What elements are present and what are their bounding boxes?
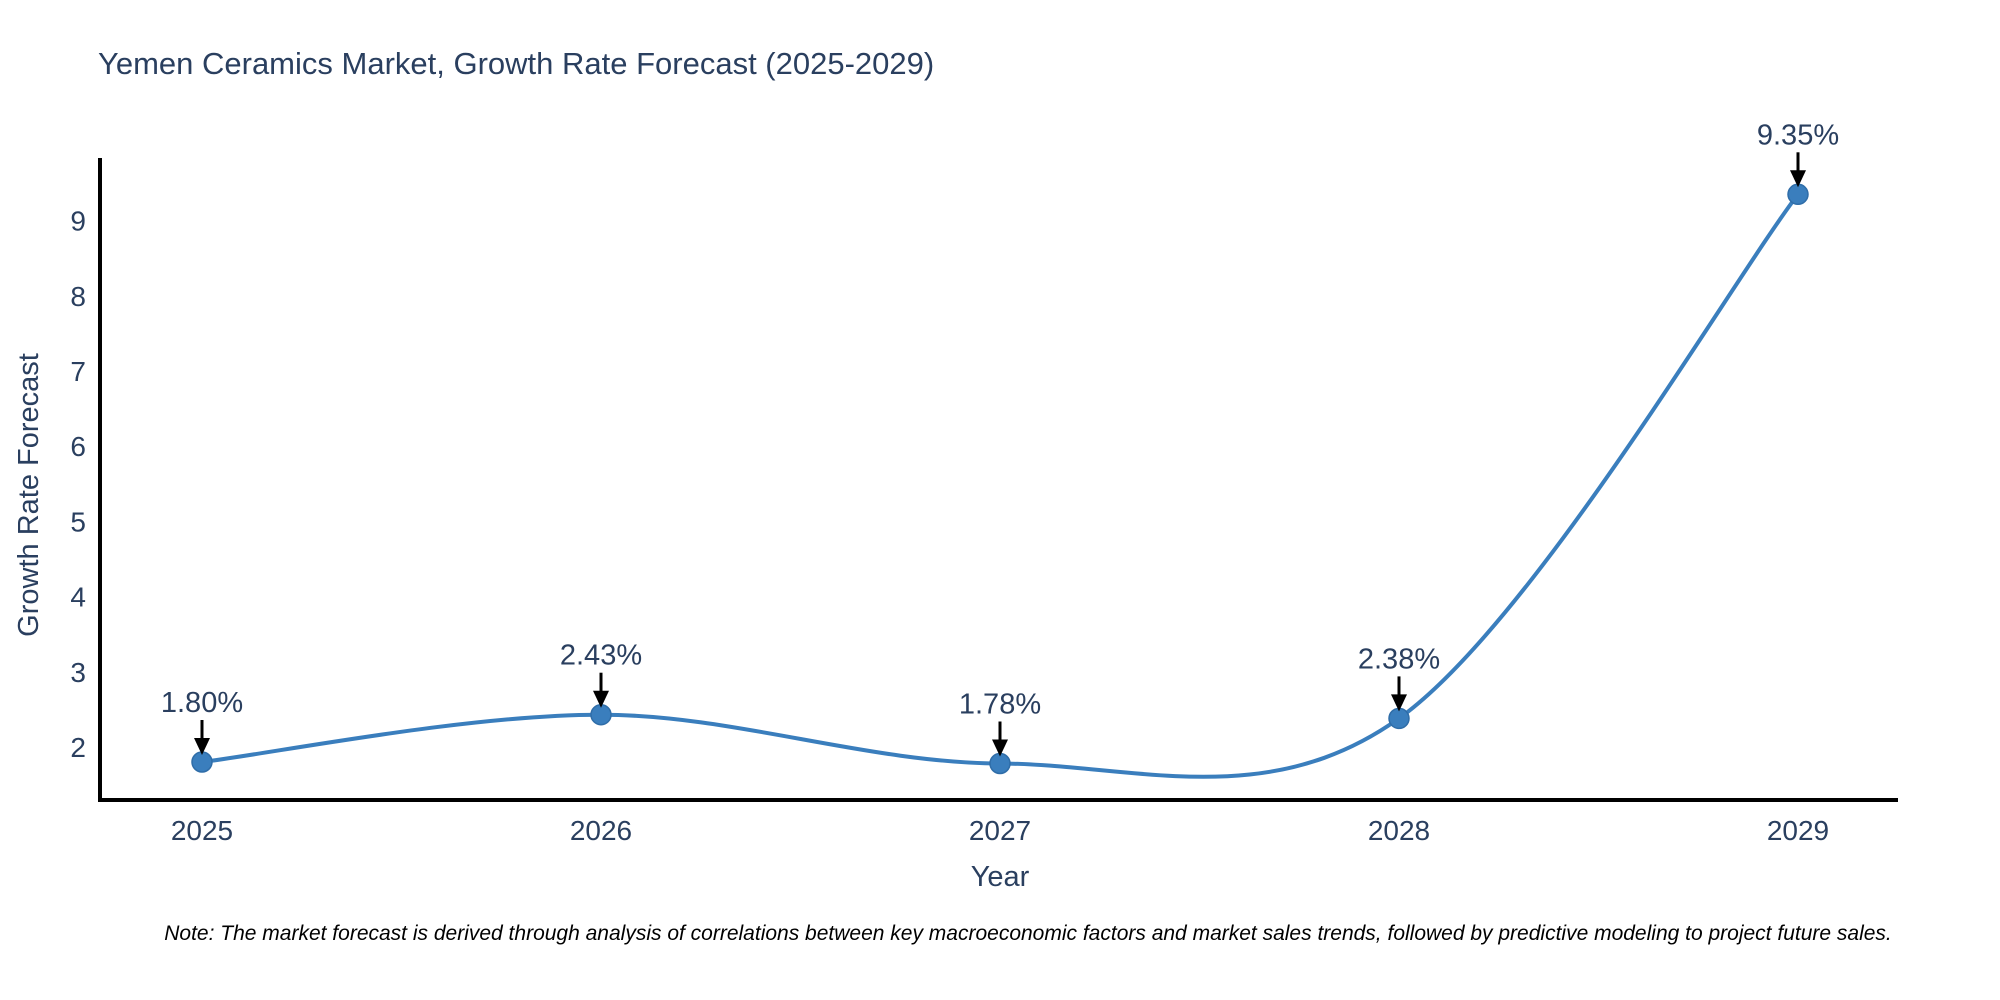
series-line [200, 192, 1800, 779]
annotation-arrowhead-icon [593, 690, 609, 708]
annotation-arrowhead-icon [992, 739, 1008, 757]
annotation-arrowhead-icon [1391, 694, 1407, 712]
footnote: Note: The market forecast is derived thr… [164, 922, 1892, 945]
x-tick-label: 2026 [570, 815, 632, 846]
point-value-label: 2.38% [1358, 643, 1440, 675]
y-tick-label: 3 [70, 657, 86, 688]
x-axis-title: Year [971, 861, 1030, 893]
point-value-label: 9.35% [1757, 119, 1839, 151]
y-axis-tick-labels: 2 3 4 5 6 7 8 9 [70, 206, 86, 763]
point-value-label: 1.80% [161, 687, 243, 719]
chart-title: Yemen Ceramics Market, Growth Rate Forec… [98, 46, 934, 81]
x-tick-label: 2029 [1767, 815, 1829, 846]
x-axis-tick-labels: 2025 2026 2027 2028 2029 [171, 815, 1829, 846]
x-tick-label: 2025 [171, 815, 233, 846]
point-value-label: 2.43% [560, 640, 642, 672]
y-tick-label: 8 [70, 281, 86, 312]
y-tick-label: 5 [70, 506, 86, 537]
point-annotations: 1.80% 2.43% 1.78% 2.38% 9.35% [161, 119, 1839, 757]
series-markers [191, 183, 1809, 775]
x-tick-label: 2027 [969, 815, 1031, 846]
y-axis-title: Growth Rate Forecast [13, 353, 45, 637]
y-tick-label: 6 [70, 431, 86, 462]
annotation-arrowhead-icon [194, 738, 210, 755]
y-tick-label: 2 [70, 732, 86, 763]
annotation-arrowhead-icon [1790, 170, 1806, 188]
point-value-label: 1.78% [959, 689, 1041, 721]
y-tick-label: 7 [70, 356, 86, 387]
x-tick-label: 2028 [1368, 815, 1430, 846]
y-tick-label: 4 [70, 582, 86, 613]
y-tick-label: 9 [70, 206, 86, 237]
